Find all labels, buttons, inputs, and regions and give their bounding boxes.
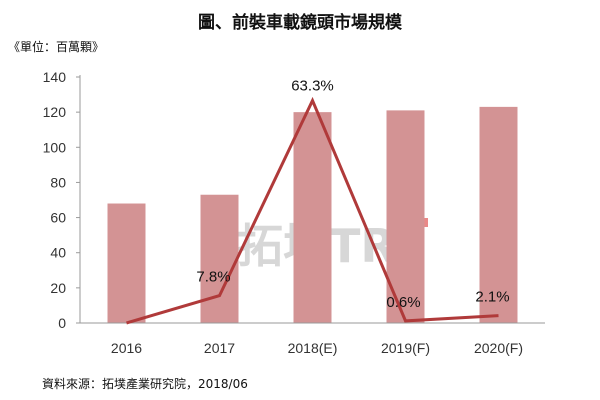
y-tick-label-100: 100 (43, 139, 67, 155)
y-tick-label-120: 120 (43, 104, 67, 120)
data-label-2017: 7.8% (196, 269, 230, 286)
x-tick-label-2017: 2017 (204, 340, 235, 356)
x-tick-label-2019(F): 2019(F) (381, 340, 430, 356)
y-tick-label-80: 80 (50, 174, 66, 190)
y-tick-label-0: 0 (58, 315, 66, 331)
y-tick-label-40: 40 (50, 245, 66, 261)
bar-2018(E) (293, 112, 332, 324)
data-label-2019(F): 0.6% (386, 294, 420, 311)
x-tick-label-2016: 2016 (111, 340, 142, 356)
data-label-2018(E): 63.3% (291, 78, 334, 95)
source-note: 資料來源：拓墣產業研究院，2018/06 (42, 377, 248, 391)
data-label-2020(F): 2.1% (475, 289, 509, 306)
chart-title: 圖、前裝車載鏡頭市場規模 (198, 13, 402, 33)
unit-label: 《單位：百萬顆》 (8, 40, 105, 54)
y-tick-label-140: 140 (43, 69, 67, 85)
y-tick-label-20: 20 (50, 280, 66, 296)
growth-line (126, 96, 499, 325)
x-tick-label-2018(E): 2018(E) (288, 340, 338, 356)
bar-2016 (107, 203, 146, 323)
bar-2020(F) (479, 106, 518, 323)
bar-2017 (200, 194, 239, 323)
x-tick-label-2020(F): 2020(F) (474, 340, 523, 356)
y-tick-label-60: 60 (50, 210, 66, 226)
